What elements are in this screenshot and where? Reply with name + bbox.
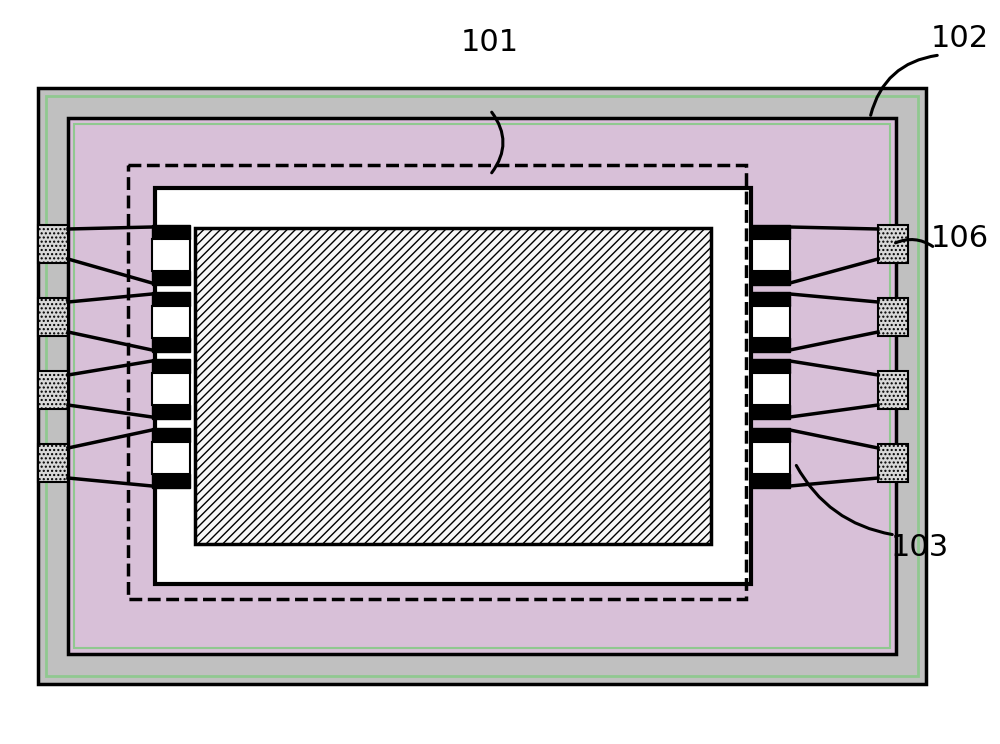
Bar xyxy=(68,118,896,654)
Bar xyxy=(752,271,790,285)
Bar xyxy=(128,165,746,599)
Bar xyxy=(152,225,190,239)
Bar xyxy=(752,474,790,488)
Bar xyxy=(152,373,190,405)
Bar xyxy=(38,371,68,409)
Text: 103: 103 xyxy=(891,533,949,562)
Bar xyxy=(152,338,190,352)
Bar xyxy=(878,298,908,336)
Bar xyxy=(38,298,68,336)
Text: 101: 101 xyxy=(461,28,519,57)
Bar xyxy=(152,239,190,271)
Bar xyxy=(152,442,190,474)
Bar xyxy=(152,359,190,373)
Bar xyxy=(878,371,908,409)
Bar xyxy=(152,306,190,338)
Bar xyxy=(155,188,751,584)
Bar xyxy=(46,96,918,676)
Bar xyxy=(195,228,711,544)
Bar xyxy=(752,359,790,373)
Text: 106: 106 xyxy=(931,223,989,252)
Bar xyxy=(152,474,190,488)
Bar xyxy=(752,428,790,442)
Bar xyxy=(752,225,790,239)
Text: 102: 102 xyxy=(931,24,989,53)
Bar xyxy=(38,444,68,482)
Bar xyxy=(752,373,790,405)
Bar xyxy=(752,442,790,474)
Bar xyxy=(752,292,790,306)
Bar xyxy=(152,292,190,306)
Bar xyxy=(878,444,908,482)
Bar xyxy=(752,306,790,338)
Bar xyxy=(152,405,190,419)
Bar xyxy=(752,239,790,271)
Bar xyxy=(152,428,190,442)
Bar xyxy=(152,271,190,285)
Bar xyxy=(752,338,790,352)
Bar xyxy=(878,225,908,263)
Bar xyxy=(752,405,790,419)
Bar xyxy=(74,124,890,648)
Bar xyxy=(38,88,926,684)
Bar xyxy=(38,225,68,263)
